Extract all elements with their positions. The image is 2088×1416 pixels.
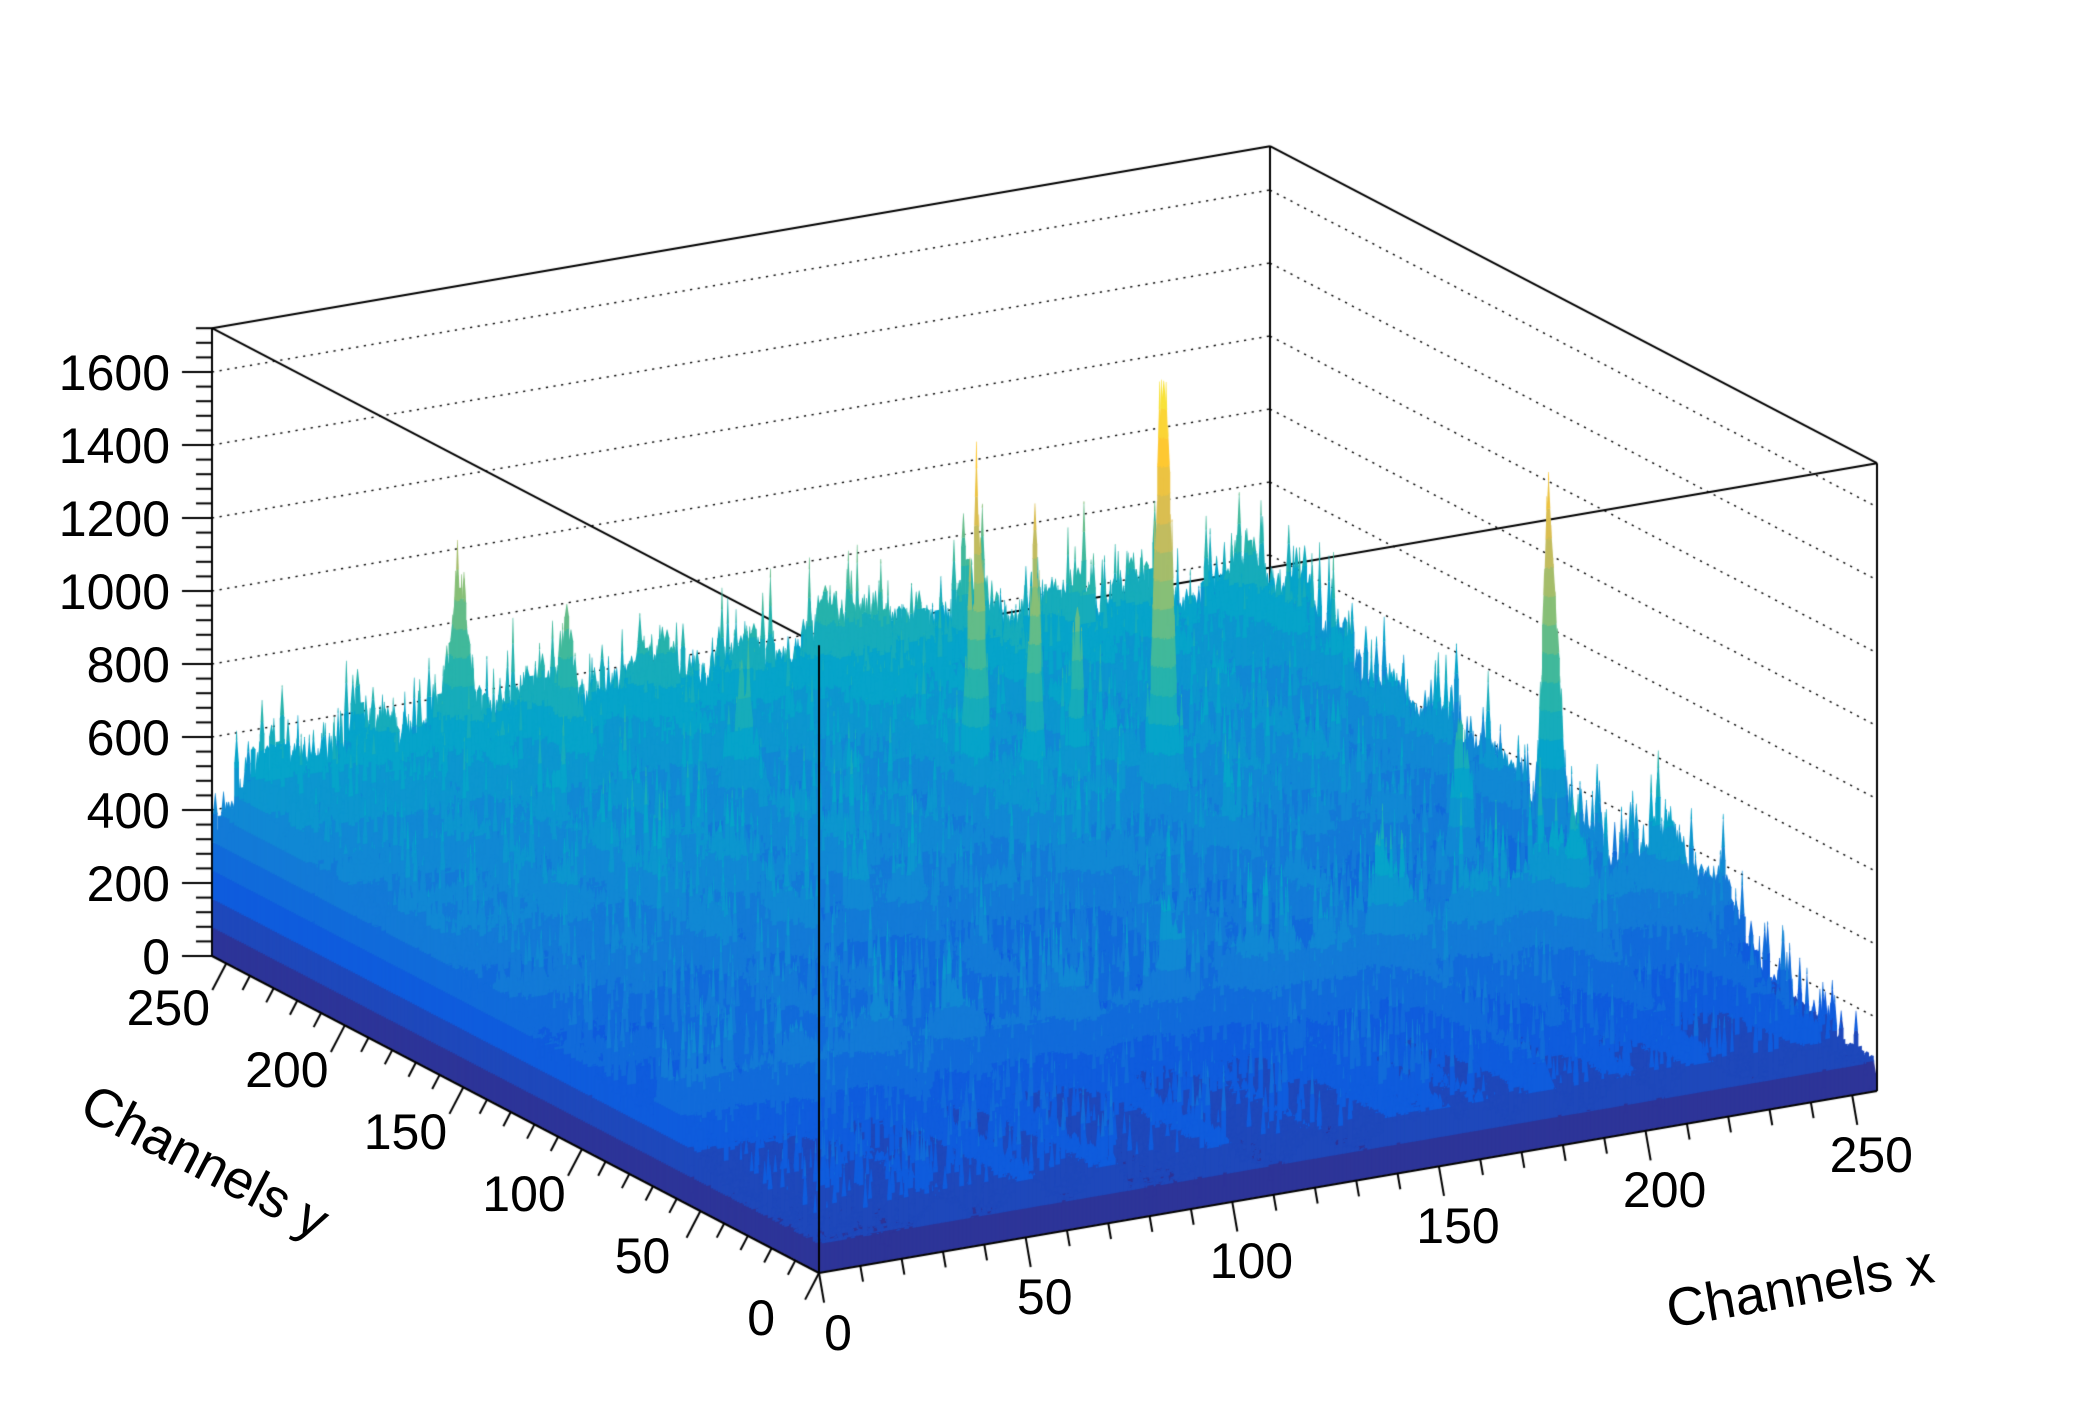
y-tick-label: 250	[126, 980, 211, 1037]
z-tick-label: 0	[142, 929, 170, 985]
x-tick-label: 0	[824, 1304, 852, 1361]
y-tick-label: 200	[245, 1041, 329, 1098]
x-tick-label: 250	[1829, 1126, 1913, 1183]
z-tick-label: 1000	[58, 564, 170, 620]
z-tick-label: 600	[86, 710, 170, 766]
y-tick-label: 100	[482, 1165, 566, 1222]
x-tick-label: 100	[1209, 1233, 1294, 1290]
z-tick-label: 1400	[58, 418, 170, 474]
y-tick-label: 150	[363, 1103, 448, 1160]
z-tick-label: 200	[86, 856, 170, 912]
y-tick-label: 0	[747, 1289, 776, 1346]
z-tick-label: 1200	[58, 491, 170, 547]
z-tick-label: 400	[86, 783, 170, 839]
z-tick-label: 1600	[58, 345, 170, 401]
x-tick-label: 50	[1016, 1269, 1073, 1326]
y-tick-label: 50	[614, 1227, 671, 1284]
x-tick-label: 200	[1622, 1162, 1707, 1219]
x-tick-label: 150	[1416, 1197, 1500, 1254]
z-tick-label: 800	[86, 637, 170, 693]
